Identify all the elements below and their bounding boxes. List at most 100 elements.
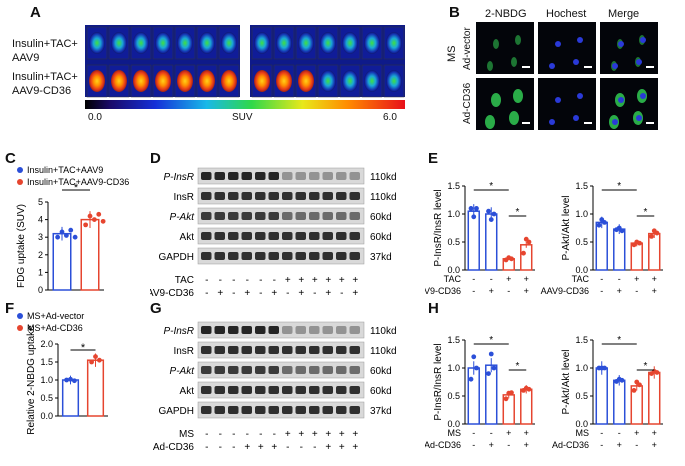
- chart-c-tick-label: 0: [38, 285, 43, 295]
- chart-h-left-point: [468, 376, 474, 382]
- chart-h-left-ylabel: P-InsR/InsR level: [433, 343, 444, 420]
- green-cell: [493, 39, 499, 49]
- chart-f-tick-label: 1.5: [40, 357, 53, 367]
- band-size: 110kd: [370, 326, 397, 337]
- chart-e-treatment-sign: +: [617, 286, 622, 296]
- chart-h-left-point: [491, 365, 497, 371]
- pet-heart-signal: [89, 70, 105, 92]
- blot-band: [282, 386, 293, 394]
- blot-band: [214, 406, 225, 414]
- blot-band: [241, 366, 252, 374]
- chart-e-left-tick-label: 1.0: [447, 209, 460, 219]
- pet-heart-signal: [199, 70, 215, 92]
- chart-h-left-point: [486, 371, 491, 376]
- blot-band: [241, 252, 252, 260]
- pet-heart-signal: [320, 32, 336, 54]
- blot-band: [255, 192, 266, 200]
- blot-band: [241, 172, 252, 180]
- chart-c-point: [96, 211, 102, 217]
- chart-h-right-point: [602, 365, 607, 371]
- pet-heart-signal: [133, 32, 149, 54]
- blot-band: [241, 192, 252, 200]
- blot-band: [309, 346, 320, 354]
- treatment-sign: -: [286, 442, 289, 453]
- blot-strip: [197, 227, 365, 245]
- panel-b-col-label-2: Hochest: [546, 8, 587, 20]
- chart-e-right-point: [596, 222, 602, 228]
- blot-band: [241, 406, 252, 414]
- treatment-sign: +: [285, 429, 291, 440]
- treatment-sign: -: [259, 288, 262, 299]
- chart-e-treatment-sign: +: [506, 274, 511, 284]
- legend-f-2: MS+Ad-CD36: [27, 323, 83, 333]
- band-size: 110kd: [370, 192, 397, 203]
- blot-band: [349, 212, 360, 220]
- blot-band: [282, 406, 293, 414]
- chart-c-tick-label: 2: [38, 250, 43, 260]
- chart-e-treatment-label: TAC: [444, 274, 462, 284]
- blot-band: [282, 346, 293, 354]
- chart-f-sig: *: [81, 342, 86, 354]
- treatment-label: Ad-CD36: [153, 442, 195, 453]
- blot-band: [228, 232, 239, 240]
- chart-h-right-tick-label: 1.0: [575, 363, 588, 373]
- chart-c-bar: [80, 218, 100, 291]
- blot-band: [282, 366, 293, 374]
- chart-c-sig: *: [74, 182, 79, 194]
- scale-bar: [646, 66, 654, 68]
- chart-h-treatment-label: Ad-CD36: [425, 440, 461, 450]
- chart-e-left-point: [474, 206, 479, 211]
- band-size: 37kd: [370, 252, 392, 263]
- pet-heart-signal: [221, 70, 237, 92]
- legend-c-2: Insulin+TAC+AAV9-CD36: [27, 177, 129, 187]
- treatment-sign: -: [232, 429, 235, 440]
- treatment-sign: +: [325, 442, 331, 453]
- blot-band: [268, 172, 279, 180]
- blot-band: [201, 346, 212, 354]
- blot-band: [322, 346, 333, 354]
- blot-band: [349, 192, 360, 200]
- chart-h-sig: *: [516, 361, 520, 372]
- scale-bar: [584, 122, 592, 124]
- blot-band: [309, 172, 320, 180]
- blot-band: [336, 172, 347, 180]
- panel-b-row-label-2: Ad-CD36: [462, 82, 473, 124]
- chart-c-point: [100, 218, 106, 224]
- legend-dot-red: [17, 179, 23, 185]
- blot-band: [201, 406, 212, 414]
- chart-e-treatment-sign: +: [652, 286, 657, 296]
- chart-h-treatment-sign: -: [507, 440, 510, 450]
- blot-band: [322, 232, 333, 240]
- chart-h-treatment-sign: -: [635, 440, 638, 450]
- treatment-sign: +: [217, 288, 223, 299]
- pet-heart-signal: [254, 32, 270, 54]
- green-cell: [513, 89, 523, 103]
- chart-c-point: [55, 234, 61, 240]
- blot-band: [201, 232, 212, 240]
- blot-band: [295, 252, 306, 260]
- chart-h-treatment-sign: -: [490, 428, 493, 438]
- blot-band: [295, 346, 306, 354]
- blue-nucleus: [612, 119, 618, 125]
- blot-band: [349, 252, 360, 260]
- blue-nucleus: [573, 59, 579, 65]
- chart-e-sig: *: [644, 207, 648, 218]
- blot-band: [214, 252, 225, 260]
- treatment-sign: -: [273, 429, 276, 440]
- treatment-sign: +: [339, 275, 345, 286]
- treatment-sign: -: [259, 429, 262, 440]
- blot-band: [309, 386, 320, 394]
- chart-h-treatment-sign: -: [472, 428, 475, 438]
- blot-band: [336, 346, 347, 354]
- chart-e-right-point: [649, 234, 654, 239]
- treatment-sign: +: [298, 288, 304, 299]
- chart-e-right-bar: [630, 242, 643, 271]
- chart-c-tick-label: 3: [38, 232, 43, 242]
- blot-band: [268, 366, 279, 374]
- pet-heart-signal: [320, 70, 336, 92]
- blot-band: [349, 366, 360, 374]
- chart-h-treatment-label: MS: [576, 428, 590, 438]
- chart-e-left-bar: [467, 210, 480, 271]
- chart-e-treatment-sign: +: [652, 274, 657, 284]
- blot-band: [241, 346, 252, 354]
